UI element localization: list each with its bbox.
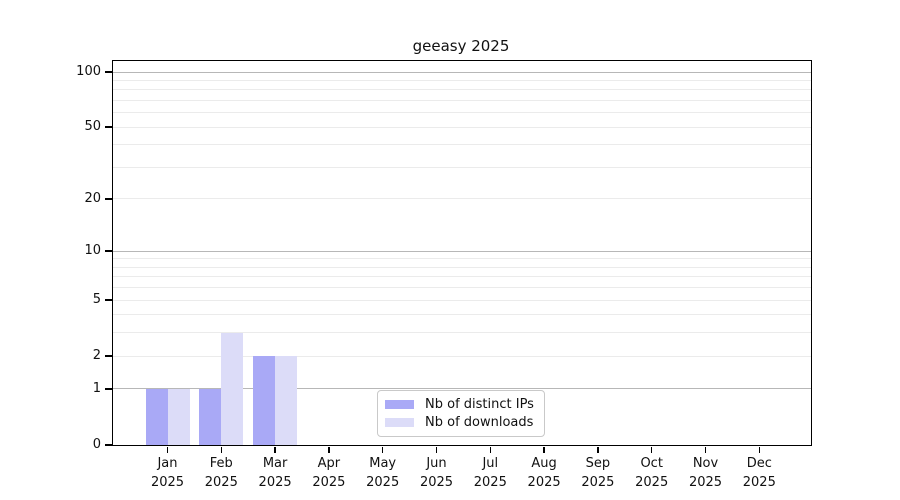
y-tick (104, 444, 112, 446)
y-tick (104, 126, 112, 128)
x-tick-label: Jun 2025 (419, 456, 454, 490)
legend-swatch-downloads (385, 417, 414, 428)
y-tick-label: 0 (92, 437, 101, 452)
gridline-minor (113, 126, 811, 128)
x-tick-label: May 2025 (366, 456, 400, 490)
x-tick (166, 446, 169, 453)
bar-distinct-ips (199, 388, 222, 445)
gridline-minor (113, 198, 811, 200)
y-tick (104, 71, 112, 73)
gridline-major (113, 388, 811, 390)
gridline-minor (113, 287, 811, 289)
y-tick-label: 2 (92, 348, 101, 364)
legend-entry-downloads: Nb of downloads (385, 415, 540, 430)
gridline-minor (113, 266, 811, 268)
gridline-minor (113, 258, 811, 260)
gridline-minor (113, 166, 811, 168)
x-tick-label: Dec 2025 (742, 456, 776, 490)
bar-distinct-ips (145, 388, 168, 445)
plot-area: 0 1 2 5 10 20 50 100 Jan 2025 Feb 2025 Mar 2025 Apr… (76, 60, 812, 490)
y-tick (104, 198, 112, 200)
x-tick (274, 446, 276, 453)
gridline-minor (113, 276, 811, 278)
y-tick (104, 250, 112, 252)
x-tick (543, 446, 545, 453)
x-tick-label: Nov 2025 (688, 456, 723, 490)
gridline-major (113, 71, 811, 73)
legend-label-downloads: Nb of downloads (425, 415, 534, 430)
y-tick-label: 1 (92, 380, 101, 396)
x-tick (220, 446, 223, 453)
gridline-minor (113, 332, 811, 334)
legend-entry-distinct-ips: Nb of distinct IPs (385, 397, 540, 412)
gridline-minor (113, 355, 811, 357)
y-tick (104, 299, 112, 301)
x-tick (758, 446, 761, 453)
x-tick (704, 446, 707, 453)
bar-downloads (167, 388, 190, 445)
x-tick-label: Mar 2025 (258, 456, 292, 490)
gridline-major (113, 250, 811, 252)
x-tick-label: Apr 2025 (312, 456, 346, 490)
x-tick (381, 446, 384, 453)
x-tick (597, 446, 599, 453)
gridline-minor (113, 89, 811, 91)
x-tick-label: Aug 2025 (527, 456, 561, 490)
x-tick-label: Jul 2025 (473, 456, 507, 490)
chart-title: geeasy 2025 (412, 37, 510, 55)
x-tick (489, 446, 492, 453)
legend-swatch-distinct-ips (385, 399, 414, 410)
x-tick (650, 446, 653, 453)
gridline-minor (113, 99, 811, 101)
y-tick-label: 20 (84, 190, 101, 206)
y-tick-label: 50 (84, 119, 101, 135)
x-tick (328, 446, 330, 453)
x-tick-label: Sep 2025 (581, 456, 615, 490)
y-tick (104, 388, 112, 390)
x-tick (435, 446, 438, 453)
bar-downloads (221, 332, 244, 445)
bar-downloads (275, 356, 298, 445)
gridline-minor (113, 112, 811, 114)
gridline-minor (113, 314, 811, 316)
legend: Nb of distinct IPs Nb of downloads (377, 390, 545, 437)
legend-label-distinct-ips: Nb of distinct IPs (425, 397, 534, 412)
x-tick-label: Oct 2025 (635, 456, 669, 490)
y-tick-label: 10 (84, 243, 101, 259)
gridline-minor (113, 144, 811, 146)
gridline-minor (113, 299, 811, 301)
y-tick (104, 355, 112, 357)
x-tick-label: Jan 2025 (150, 456, 185, 490)
x-tick-label: Feb 2025 (204, 456, 238, 490)
y-tick-label: 5 (92, 292, 101, 308)
gridline-minor (113, 79, 811, 81)
y-tick-label: 100 (76, 64, 101, 79)
bar-distinct-ips (253, 356, 276, 445)
